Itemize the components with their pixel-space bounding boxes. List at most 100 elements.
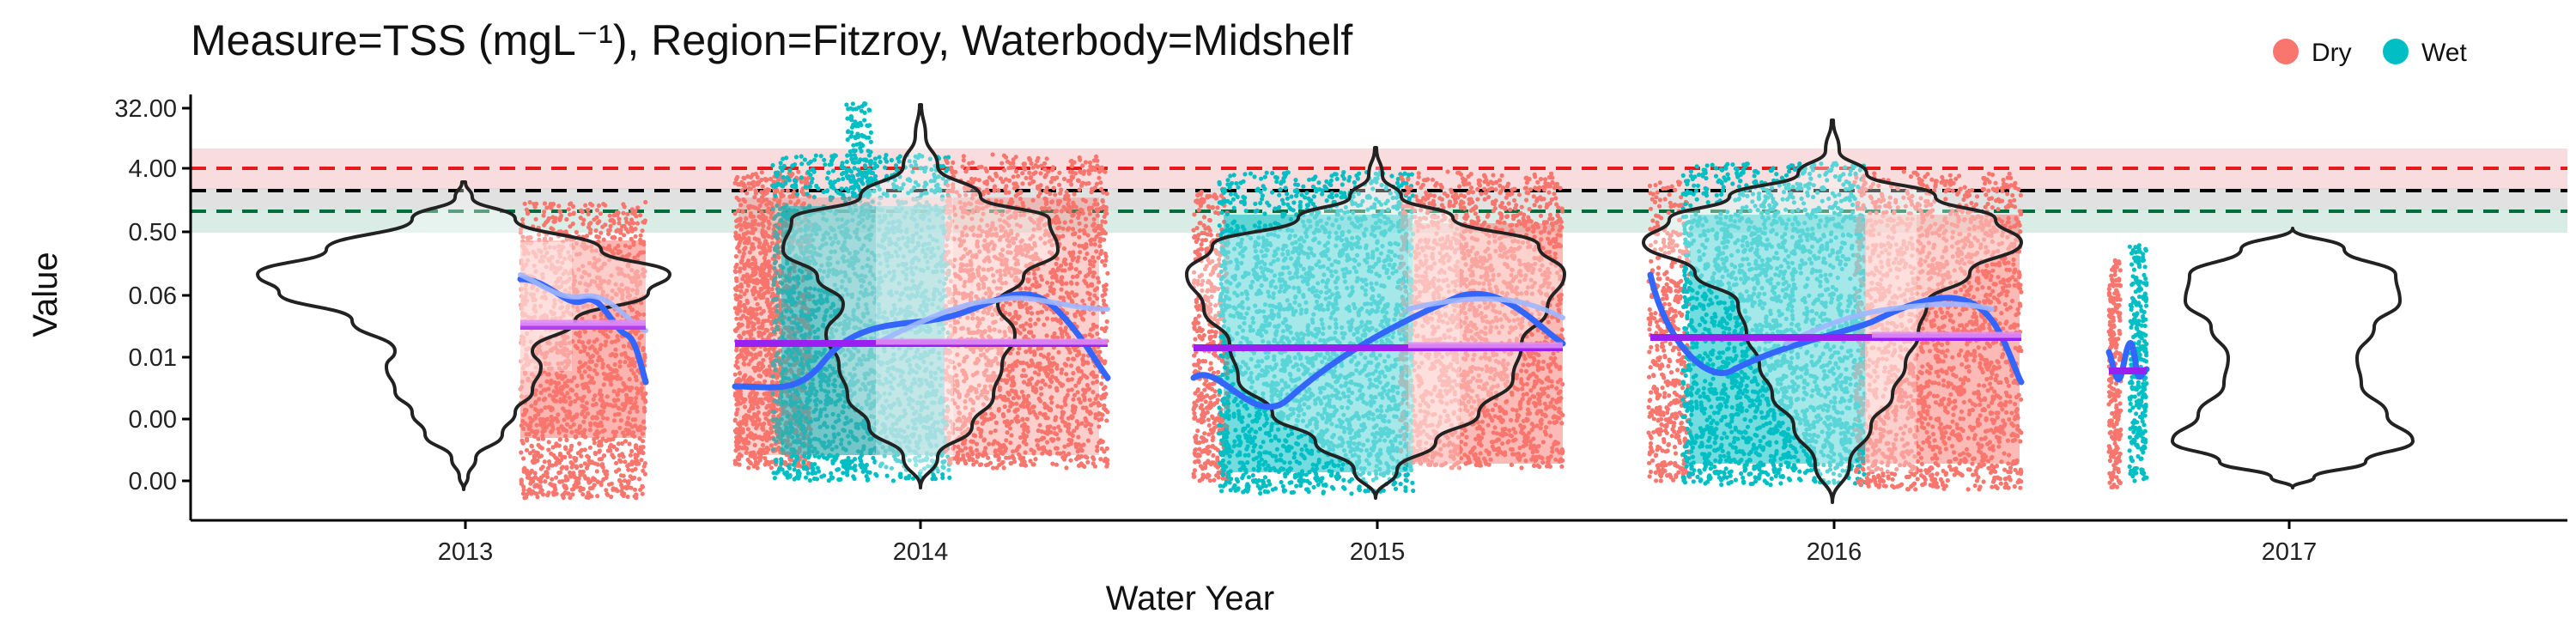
data-point — [538, 479, 544, 484]
data-point — [841, 471, 846, 476]
data-point — [623, 439, 629, 444]
data-point — [546, 447, 551, 453]
data-point — [593, 228, 598, 234]
data-point — [519, 438, 525, 443]
data-point — [621, 493, 626, 499]
data-point — [805, 471, 811, 476]
data-point — [619, 440, 625, 447]
data-point — [733, 293, 738, 298]
data-point — [578, 488, 583, 493]
data-point — [611, 454, 617, 460]
data-point — [597, 448, 603, 453]
data-point — [634, 492, 639, 497]
data-point — [859, 459, 864, 464]
data-point — [574, 465, 580, 471]
data-point — [525, 471, 530, 477]
data-point — [557, 217, 562, 222]
data-point — [609, 481, 615, 486]
data-point — [534, 450, 539, 455]
data-point — [877, 155, 882, 160]
data-point — [609, 495, 614, 500]
data-point — [540, 465, 545, 470]
data-point — [824, 188, 830, 193]
data-point — [734, 288, 739, 293]
data-point — [604, 469, 610, 474]
data-point — [871, 455, 876, 461]
data-point — [598, 442, 604, 448]
data-point — [830, 475, 835, 481]
data-point — [594, 469, 599, 474]
data-point — [617, 221, 622, 226]
data-point — [734, 316, 739, 321]
data-point — [541, 473, 546, 478]
data-point — [571, 204, 576, 210]
data-point — [595, 462, 600, 467]
data-point — [532, 204, 538, 210]
data-point — [568, 473, 573, 479]
data-point — [596, 203, 602, 209]
data-point — [603, 222, 608, 228]
data-point — [521, 487, 526, 493]
data-point — [606, 228, 611, 233]
data-point — [889, 157, 894, 163]
data-point — [534, 491, 539, 496]
data-point — [546, 440, 551, 445]
data-point — [530, 459, 535, 464]
data-point — [621, 454, 626, 459]
data-point — [635, 205, 641, 210]
data-point — [590, 203, 595, 208]
data-point — [640, 228, 645, 234]
data-point — [574, 229, 580, 235]
data-point — [824, 176, 830, 181]
data-point — [896, 159, 902, 164]
data-point — [597, 219, 602, 224]
data-point — [616, 210, 621, 216]
data-point — [760, 184, 765, 189]
data-point — [783, 180, 788, 185]
data-point — [614, 460, 619, 465]
data-point — [549, 451, 554, 456]
data-point — [636, 461, 641, 466]
data-point — [542, 222, 547, 228]
data-point — [641, 464, 647, 469]
data-point — [756, 455, 762, 460]
data-point — [532, 471, 538, 476]
data-point — [623, 227, 629, 232]
data-point — [557, 210, 563, 215]
data-point — [883, 165, 888, 170]
data-point — [835, 177, 841, 182]
data-point — [770, 162, 775, 168]
data-point — [629, 227, 634, 232]
data-point — [580, 470, 585, 475]
data-point — [826, 170, 831, 175]
data-point — [557, 479, 562, 484]
data-point — [745, 457, 750, 463]
data-point — [601, 453, 607, 459]
data-point — [617, 236, 623, 241]
data-point — [582, 447, 587, 453]
data-point — [579, 453, 584, 459]
data-point — [762, 188, 769, 193]
data-point — [542, 459, 547, 465]
data-point — [633, 234, 638, 239]
data-point — [569, 443, 574, 449]
data-point — [733, 269, 738, 275]
data-point — [621, 210, 626, 216]
data-point — [570, 492, 575, 497]
data-point — [744, 191, 750, 196]
data-point — [560, 493, 565, 498]
data-point — [615, 228, 621, 233]
data-point — [753, 188, 758, 193]
data-point — [796, 169, 801, 174]
data-point — [562, 454, 568, 460]
data-point — [734, 348, 739, 353]
data-point — [848, 465, 853, 471]
data-point — [614, 469, 619, 474]
data-point — [560, 465, 566, 470]
data-point — [579, 463, 584, 469]
data-point — [550, 483, 555, 488]
data-point — [739, 188, 744, 193]
data-point — [799, 154, 804, 159]
data-point — [787, 167, 793, 173]
data-point — [780, 188, 785, 193]
